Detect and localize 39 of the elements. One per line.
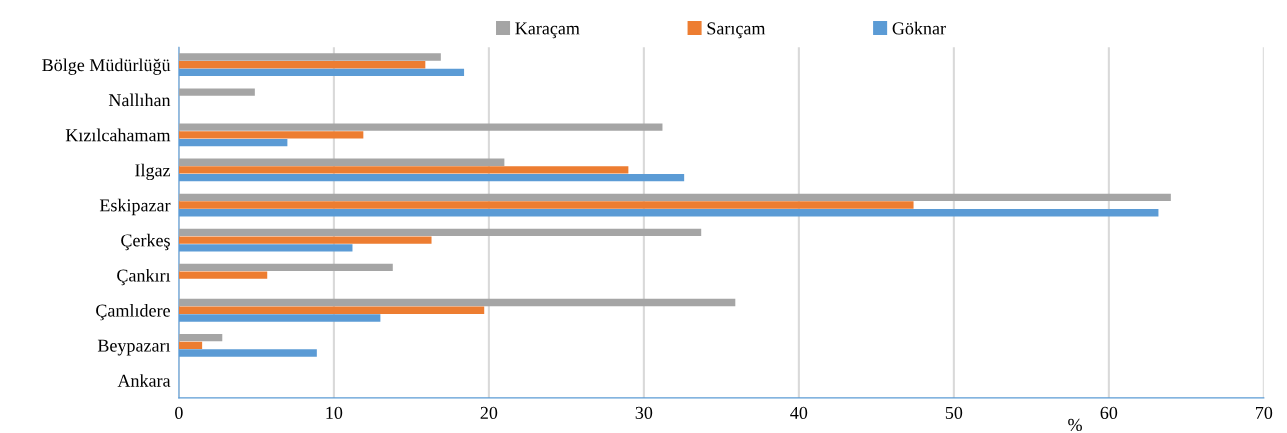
- legend-label: Göknar: [892, 21, 946, 35]
- bar: [178, 131, 364, 139]
- bar: [178, 271, 268, 279]
- bar: [178, 166, 629, 174]
- bar: [178, 306, 485, 314]
- y-tick-label: Çamlıdere: [96, 303, 170, 321]
- y-tick-label: Ilgaz: [135, 163, 171, 181]
- y-tick-label: Ankara: [117, 374, 171, 387]
- bar: [178, 333, 223, 342]
- bar: [178, 88, 255, 96]
- x-tick-label: 20: [480, 406, 498, 419]
- y-tick-label: Eskipazar: [99, 198, 171, 216]
- y-tick-label: Kızılcahamam: [65, 128, 171, 142]
- x-tick-label: 60: [1100, 406, 1118, 419]
- x-tick-label: 30: [635, 406, 653, 419]
- y-tick-label: Bölge Müdürlüğü: [42, 58, 171, 75]
- y-tick-label: Beypazarı: [97, 339, 171, 356]
- y-tick-label: Çerkeş: [121, 233, 170, 251]
- bar: [178, 193, 1171, 201]
- bar: [178, 263, 393, 272]
- bar: [178, 236, 432, 244]
- bar: [178, 158, 505, 166]
- x-axis-title: %: [1068, 418, 1082, 432]
- bar: [178, 298, 736, 307]
- x-tick-label: 0: [175, 406, 183, 419]
- bar: [178, 341, 203, 349]
- bar: [178, 228, 702, 237]
- y-tick-label: Nallıhan: [108, 93, 171, 107]
- bar: [178, 201, 914, 209]
- bar: [178, 123, 663, 131]
- bar: [178, 53, 441, 61]
- x-tick-label: 10: [326, 406, 343, 419]
- x-tick-label: 50: [945, 406, 963, 419]
- x-tick-label: 70: [1256, 406, 1273, 419]
- bar: [178, 61, 426, 69]
- y-tick-label: Çankırı: [117, 268, 171, 286]
- legend-label: Sarıçam: [707, 22, 766, 39]
- legend-label: Karaçam: [515, 22, 580, 39]
- x-tick-label: 40: [790, 406, 808, 419]
